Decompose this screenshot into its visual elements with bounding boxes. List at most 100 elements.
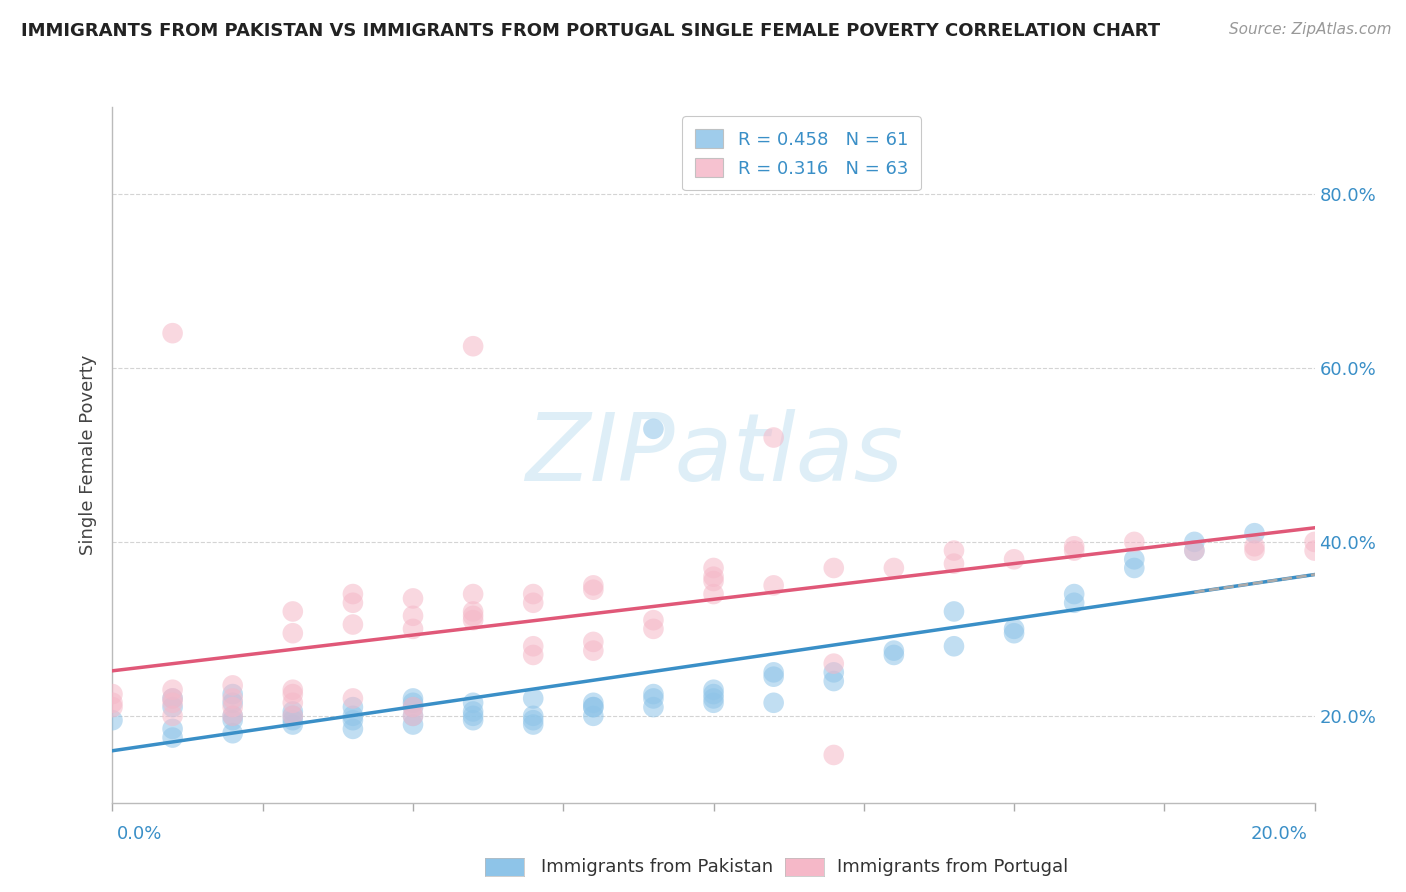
Point xyxy=(162,722,184,736)
Point xyxy=(1063,543,1085,558)
Point xyxy=(461,608,484,623)
Point xyxy=(101,696,124,710)
Point xyxy=(461,339,484,353)
Point xyxy=(522,596,544,610)
Point xyxy=(281,687,304,701)
Point xyxy=(402,700,425,714)
Point xyxy=(162,691,184,706)
Text: 20.0%: 20.0% xyxy=(1251,825,1308,843)
Point xyxy=(823,561,845,575)
Point xyxy=(342,691,364,706)
Text: 0.0%: 0.0% xyxy=(117,825,162,843)
Point xyxy=(222,678,245,692)
Point xyxy=(582,643,605,657)
Point xyxy=(162,700,184,714)
Point xyxy=(702,696,725,710)
Point xyxy=(281,717,304,731)
Point xyxy=(522,648,544,662)
Point xyxy=(522,713,544,727)
Point xyxy=(342,708,364,723)
Point xyxy=(402,591,425,606)
Point xyxy=(222,691,245,706)
Point xyxy=(101,713,124,727)
Point xyxy=(342,722,364,736)
Point xyxy=(702,682,725,697)
Point xyxy=(461,587,484,601)
Point xyxy=(643,700,665,714)
Point xyxy=(643,422,665,436)
Point xyxy=(1243,526,1265,541)
Point xyxy=(222,700,245,714)
Point xyxy=(402,696,425,710)
Point xyxy=(522,639,544,653)
Point xyxy=(883,648,905,662)
Point xyxy=(1123,552,1146,566)
Point xyxy=(1184,543,1206,558)
Point xyxy=(762,670,785,684)
Point xyxy=(702,691,725,706)
Point xyxy=(461,605,484,619)
Y-axis label: Single Female Poverty: Single Female Poverty xyxy=(79,355,97,555)
Point xyxy=(522,691,544,706)
Point xyxy=(1063,587,1085,601)
Point xyxy=(762,578,785,592)
Point xyxy=(342,700,364,714)
Point xyxy=(1243,543,1265,558)
Point xyxy=(942,639,965,653)
Point xyxy=(461,613,484,627)
Point xyxy=(1063,596,1085,610)
Point xyxy=(281,705,304,719)
Point xyxy=(762,665,785,680)
Point xyxy=(762,430,785,444)
Point xyxy=(101,700,124,714)
Text: ZIPatlas: ZIPatlas xyxy=(524,409,903,500)
Text: Source: ZipAtlas.com: Source: ZipAtlas.com xyxy=(1229,22,1392,37)
Point xyxy=(402,708,425,723)
Point xyxy=(702,687,725,701)
Point xyxy=(522,717,544,731)
Point xyxy=(702,570,725,584)
Point xyxy=(823,665,845,680)
Point xyxy=(162,326,184,340)
Point xyxy=(281,713,304,727)
Point xyxy=(281,708,304,723)
Point xyxy=(1303,543,1326,558)
Point xyxy=(222,708,245,723)
Point xyxy=(402,700,425,714)
Point xyxy=(342,617,364,632)
Point xyxy=(222,726,245,740)
Point xyxy=(342,713,364,727)
Point xyxy=(461,696,484,710)
Point xyxy=(702,574,725,588)
Point xyxy=(461,708,484,723)
Point xyxy=(643,622,665,636)
Point xyxy=(823,657,845,671)
Point xyxy=(342,596,364,610)
Point xyxy=(883,561,905,575)
Point xyxy=(702,587,725,601)
Point xyxy=(883,643,905,657)
Point xyxy=(582,696,605,710)
Point xyxy=(1002,552,1025,566)
Point xyxy=(1002,622,1025,636)
Point xyxy=(1303,534,1326,549)
Point xyxy=(942,605,965,619)
Point xyxy=(281,696,304,710)
Text: Immigrants from Pakistan: Immigrants from Pakistan xyxy=(541,858,773,876)
Point xyxy=(402,708,425,723)
Point xyxy=(942,557,965,571)
Point xyxy=(1243,539,1265,553)
Point xyxy=(461,713,484,727)
Point xyxy=(402,608,425,623)
Point xyxy=(522,587,544,601)
Point xyxy=(222,687,245,701)
Point xyxy=(823,674,845,689)
Text: Immigrants from Portugal: Immigrants from Portugal xyxy=(837,858,1067,876)
Point xyxy=(162,731,184,745)
Point xyxy=(1184,534,1206,549)
Point xyxy=(1002,626,1025,640)
Point xyxy=(582,708,605,723)
Point xyxy=(762,696,785,710)
Point xyxy=(162,708,184,723)
Point xyxy=(1123,534,1146,549)
